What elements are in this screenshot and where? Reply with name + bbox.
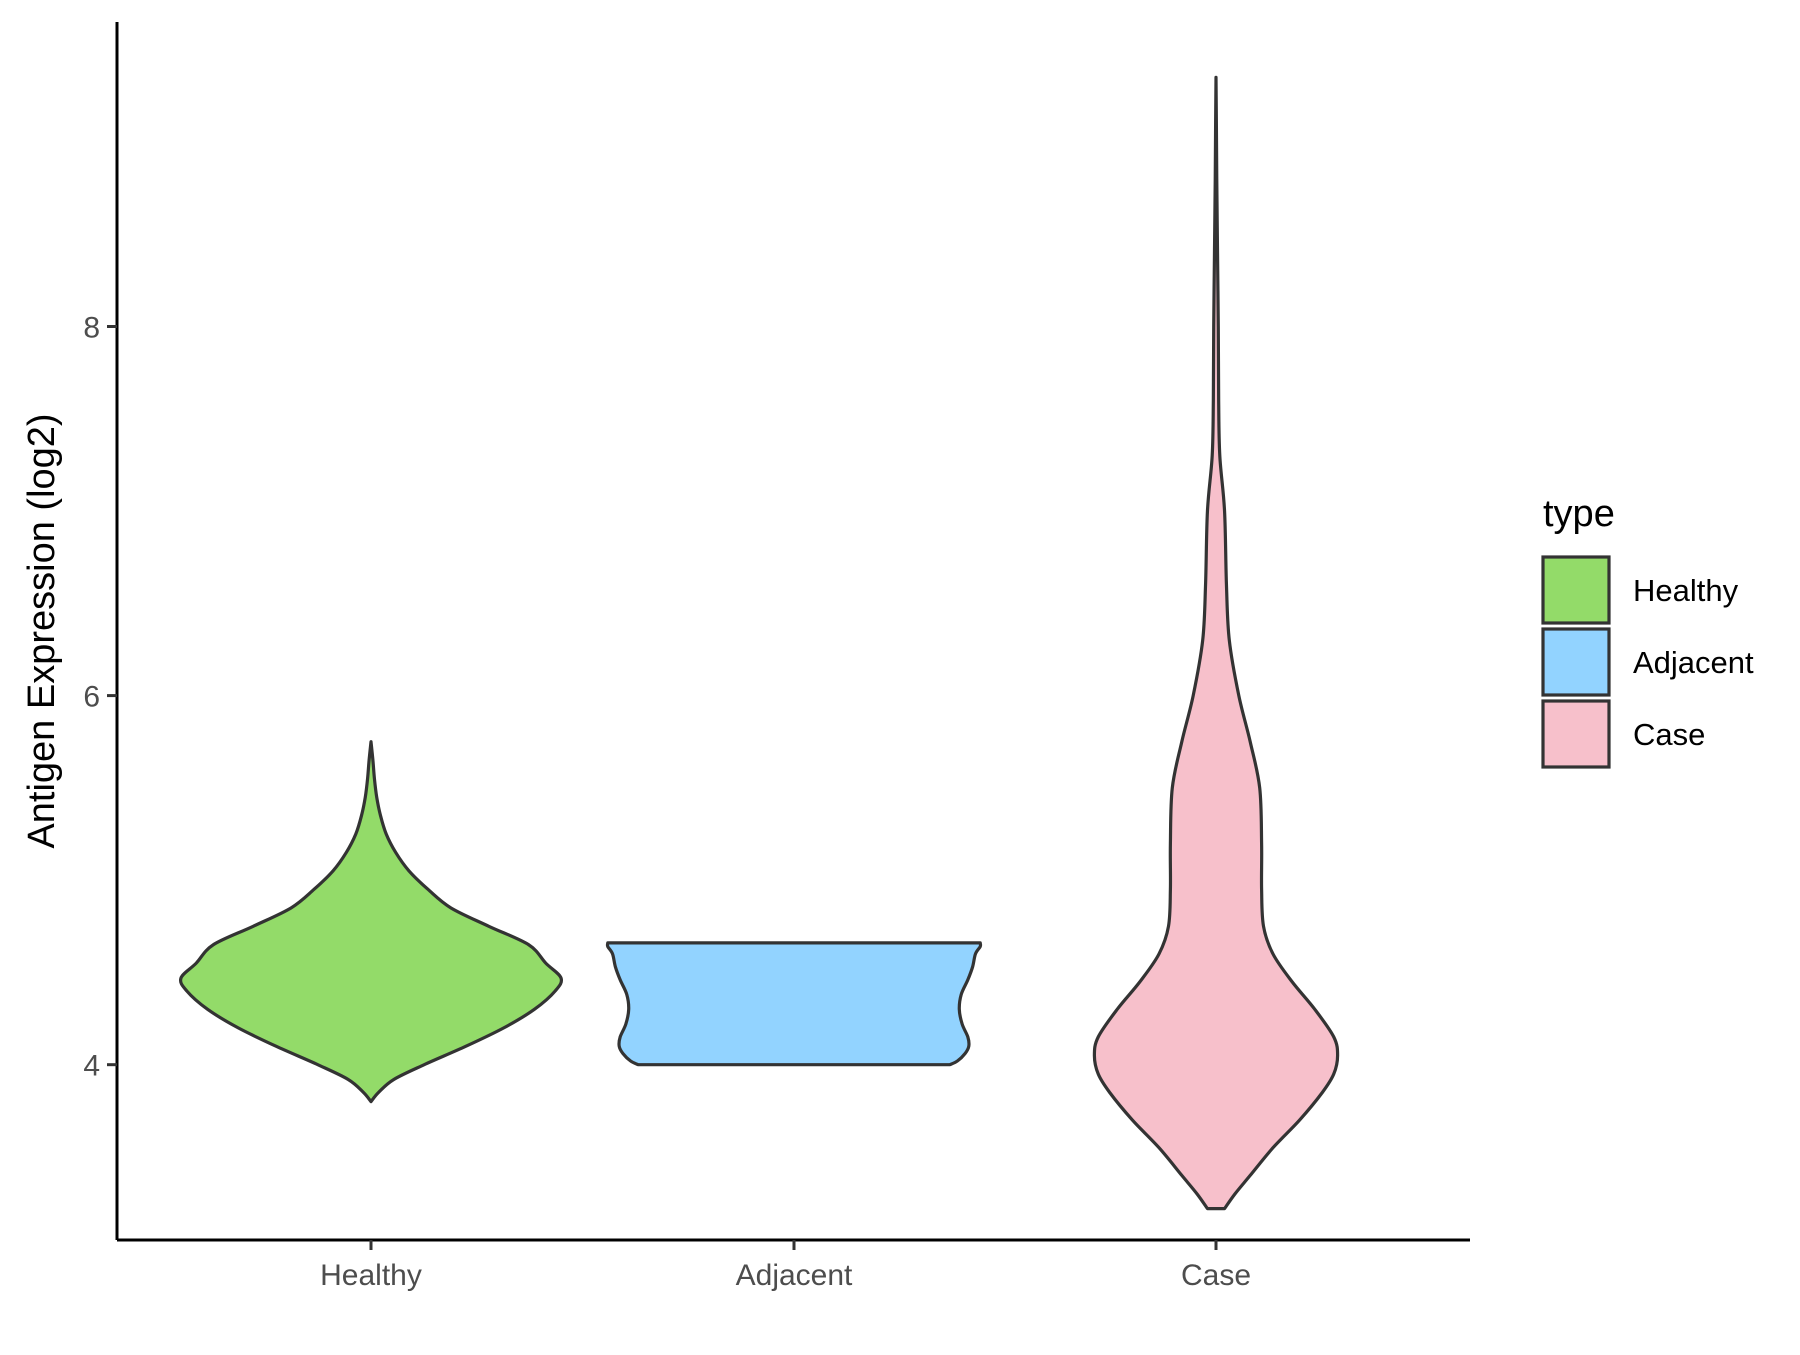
violin-layer (179, 75, 1340, 1211)
violin-healthy (179, 740, 563, 1104)
y-axis-title: Antigen Expression (log2) (21, 413, 63, 848)
legend-key-adjacent (1541, 627, 1611, 697)
legend-label-case: Case (1633, 717, 1705, 752)
x-ticks: Healthy Adjacent Case (320, 1240, 1251, 1292)
y-tick-label-4: 4 (83, 1050, 100, 1083)
x-tick-label-adjacent: Adjacent (736, 1259, 853, 1292)
legend-key-case (1541, 699, 1611, 769)
legend-label-adjacent: Adjacent (1633, 645, 1754, 680)
violin-case (1092, 75, 1340, 1211)
legend-title: type (1543, 493, 1615, 535)
x-tick-label-case: Case (1181, 1259, 1251, 1292)
legend-label-healthy: Healthy (1633, 573, 1739, 608)
y-tick-label-6: 6 (83, 681, 100, 714)
y-ticks: 4 6 8 (83, 312, 117, 1083)
legend-entries: Healthy Adjacent Case (1541, 555, 1754, 769)
y-tick-label-8: 8 (83, 312, 100, 345)
violin-adjacent (605, 941, 983, 1067)
x-tick-label-healthy: Healthy (320, 1259, 422, 1292)
legend-key-healthy (1541, 555, 1611, 625)
legend: type Healthy Adjacent Case (1541, 493, 1754, 769)
